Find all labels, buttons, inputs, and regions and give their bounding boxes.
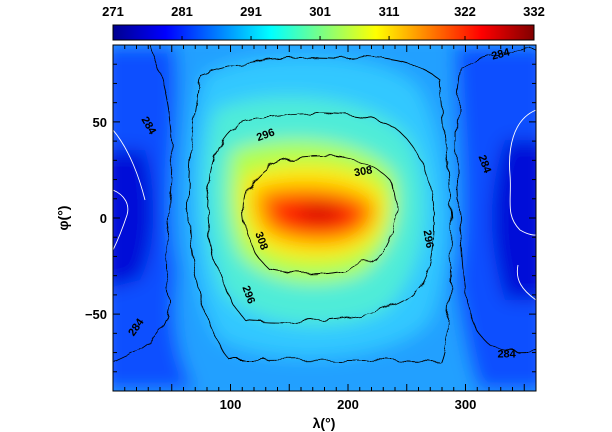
contour-white-right-2 xyxy=(516,264,536,301)
colorbar-ticks xyxy=(112,36,535,40)
y-axis-ticks: 50 0 −50 xyxy=(85,63,536,373)
colorbar-tick-label: 291 xyxy=(240,4,262,19)
colorbar-tick-label: 301 xyxy=(309,4,331,19)
contour-label: 296 xyxy=(255,126,276,144)
contour-label: 284 xyxy=(490,46,512,63)
contour-284-left xyxy=(113,45,173,366)
contour-label: 308 xyxy=(252,230,270,251)
colorbar-gradient xyxy=(112,24,535,41)
colorbar-tick-label: 311 xyxy=(379,4,400,19)
contour-white-right xyxy=(509,109,536,236)
contour-284-right xyxy=(456,47,536,352)
colorbar-labels: 271 281 291 301 311 322 332 xyxy=(102,4,545,19)
x-tick-label: 300 xyxy=(455,397,477,412)
colorbar-tick-label: 271 xyxy=(102,4,124,19)
y-tick-label: 0 xyxy=(100,211,107,226)
contour-label: 296 xyxy=(420,229,435,249)
contours xyxy=(113,45,536,366)
contour-label: 308 xyxy=(353,164,373,179)
x-tick-label: 100 xyxy=(220,397,242,412)
colorbar: 271 281 291 301 311 322 332 xyxy=(102,4,545,41)
contour-label: 296 xyxy=(239,284,257,305)
x-tick-label: 200 xyxy=(337,397,359,412)
y-tick-label: 50 xyxy=(93,115,107,130)
x-axis-label: λ(°) xyxy=(313,415,336,431)
contour-296 xyxy=(207,112,435,323)
colorbar-tick-label: 332 xyxy=(523,4,545,19)
colorbar-tick-label: 281 xyxy=(171,4,193,19)
y-tick-label: −50 xyxy=(85,307,107,322)
contour-label: 284 xyxy=(497,348,516,360)
x-axis-ticks: 100 200 300 xyxy=(124,45,525,412)
y-axis-label: φ(°) xyxy=(55,206,71,231)
heatmap-field xyxy=(113,45,536,391)
contour-white-left-2 xyxy=(113,129,146,201)
contour-284-dayside xyxy=(187,56,452,363)
contour-white-left xyxy=(113,189,129,251)
colorbar-tick-label: 322 xyxy=(454,4,476,19)
contour-308 xyxy=(243,154,397,275)
